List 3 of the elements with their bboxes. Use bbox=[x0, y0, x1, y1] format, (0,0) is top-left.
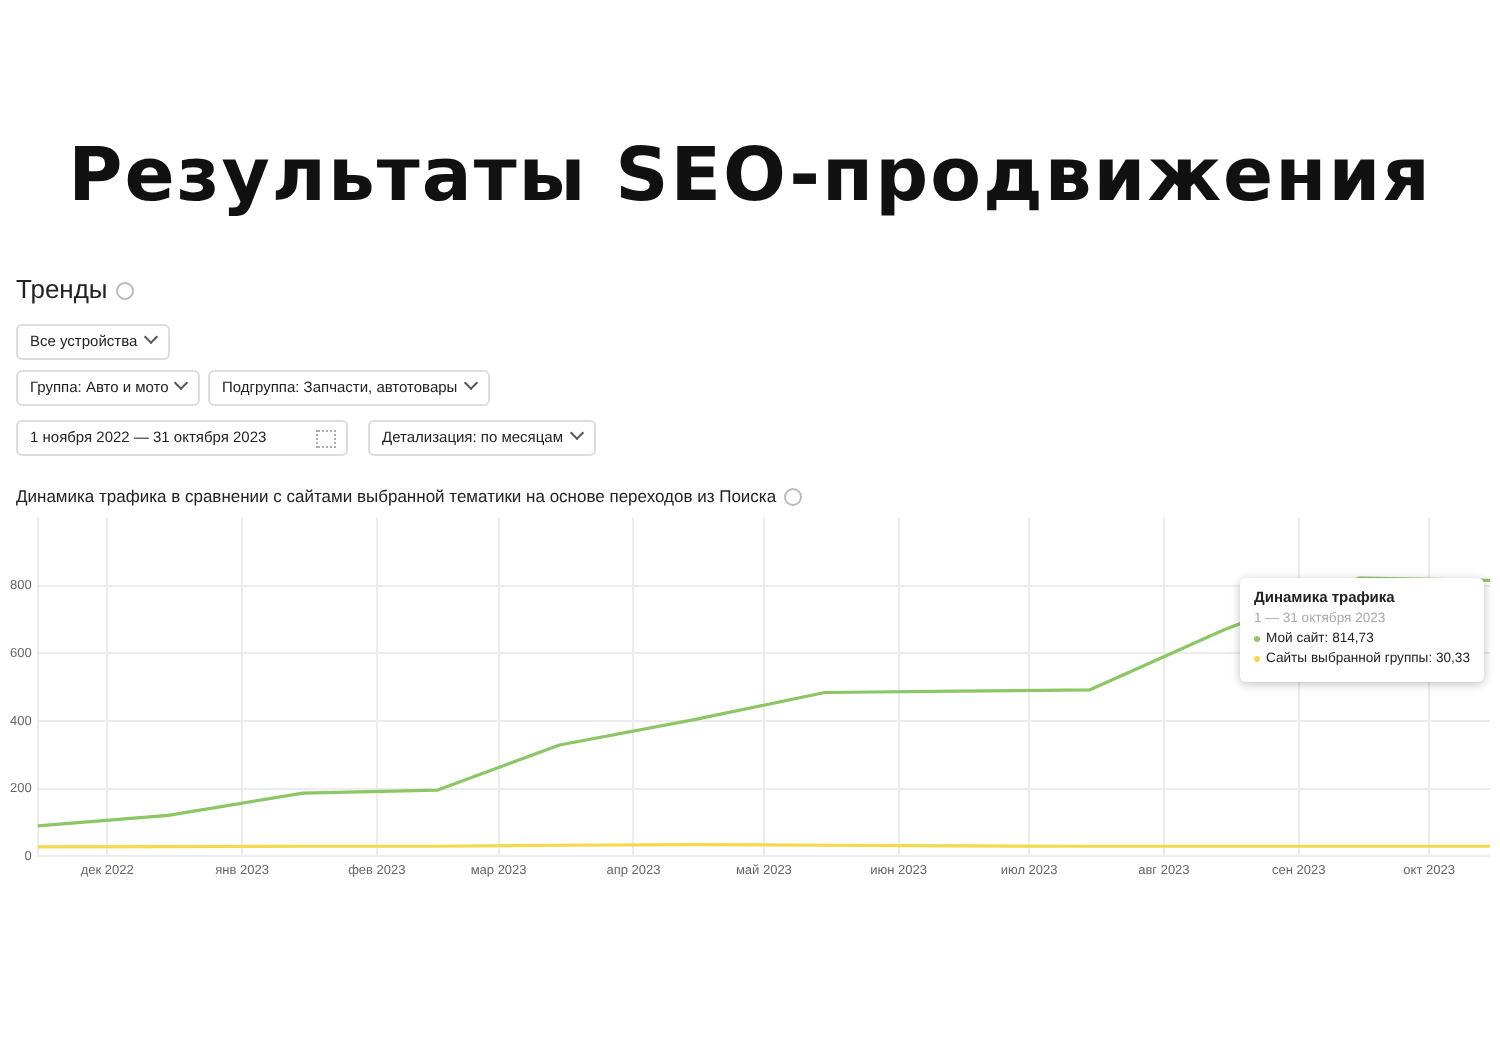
chart-title: Результаты SEO-продвижения bbox=[66, 132, 1434, 218]
text: Динамика трафика в сравнении с сайтами выбранной тематики на основе переходов из Поиска bbox=[16, 486, 779, 507]
chart-subtitle: Тренды bbox=[16, 274, 110, 304]
